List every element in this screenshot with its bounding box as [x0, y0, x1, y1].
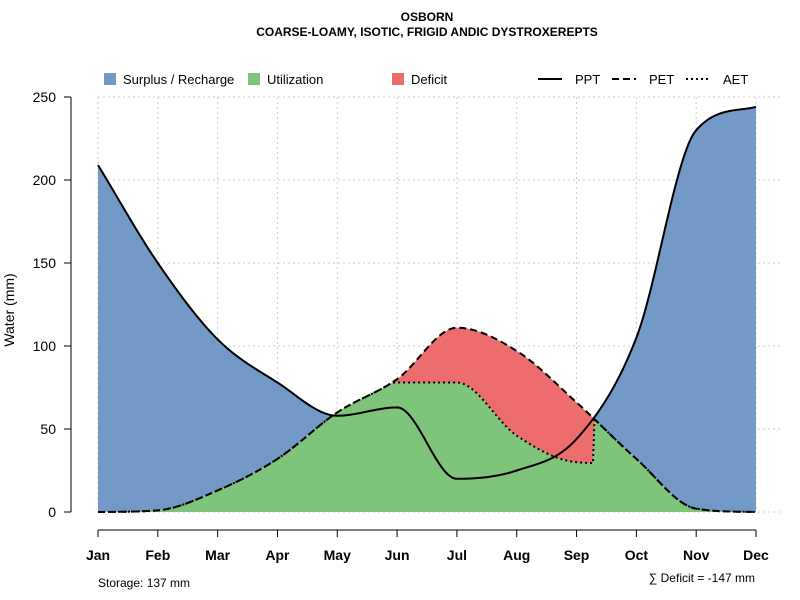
area-deficit — [98, 327, 756, 512]
legend-label-deficit: Deficit — [411, 72, 448, 87]
y-tick-label-0: 0 — [48, 504, 56, 520]
x-tick-label-feb: Feb — [145, 547, 170, 563]
y-tick-label-5: 250 — [33, 89, 57, 105]
legend-swatch-utilization — [248, 73, 260, 85]
axes: 0 50 100 150 200 250 Jan Feb Mar Apr May Jun Jul Aug S… — [33, 89, 769, 563]
legend-label-pet: PET — [649, 72, 674, 87]
x-tick-label-jan: Jan — [86, 547, 110, 563]
y-tick-label-1: 50 — [40, 421, 56, 437]
legend-label-aet: AET — [723, 72, 748, 87]
x-tick-label-aug: Aug — [503, 547, 530, 563]
legend: Surplus / Recharge Utilization Deficit P… — [104, 72, 748, 87]
legend-label-surplus: Surplus / Recharge — [123, 72, 234, 87]
area-surplus-recharge — [98, 106, 756, 513]
y-tick-label-3: 150 — [33, 255, 57, 271]
y-tick-label-4: 200 — [33, 172, 57, 188]
chart-title: OSBORN — [401, 10, 454, 24]
legend-label-utilization: Utilization — [267, 72, 323, 87]
x-tick-label-apr: Apr — [265, 547, 290, 563]
x-tick-label-may: May — [324, 547, 351, 563]
area-fills — [98, 106, 756, 513]
legend-label-ppt: PPT — [575, 72, 600, 87]
x-tick-label-jul: Jul — [447, 547, 467, 563]
line-pet — [97, 326, 757, 513]
series-lines — [97, 105, 757, 513]
legend-swatch-deficit — [392, 73, 404, 85]
line-ppt — [97, 105, 757, 480]
x-tick-label-mar: Mar — [205, 547, 230, 563]
legend-swatch-surplus — [104, 73, 116, 85]
x-tick-label-nov: Nov — [683, 547, 710, 563]
chart-subtitle: COARSE-LOAMY, ISOTIC, FRIGID ANDIC DYSTR… — [256, 25, 598, 39]
x-tick-label-sep: Sep — [564, 547, 590, 563]
deficit-annotation: ∑ Deficit = -147 mm — [649, 571, 755, 585]
y-tick-label-2: 100 — [33, 338, 57, 354]
x-tick-label-dec: Dec — [743, 547, 769, 563]
x-tick-label-jun: Jun — [385, 547, 410, 563]
y-axis-title: Water (mm) — [1, 273, 17, 346]
storage-annotation: Storage: 137 mm — [98, 576, 190, 590]
area-utilization — [98, 382, 756, 512]
x-tick-label-oct: Oct — [625, 547, 649, 563]
